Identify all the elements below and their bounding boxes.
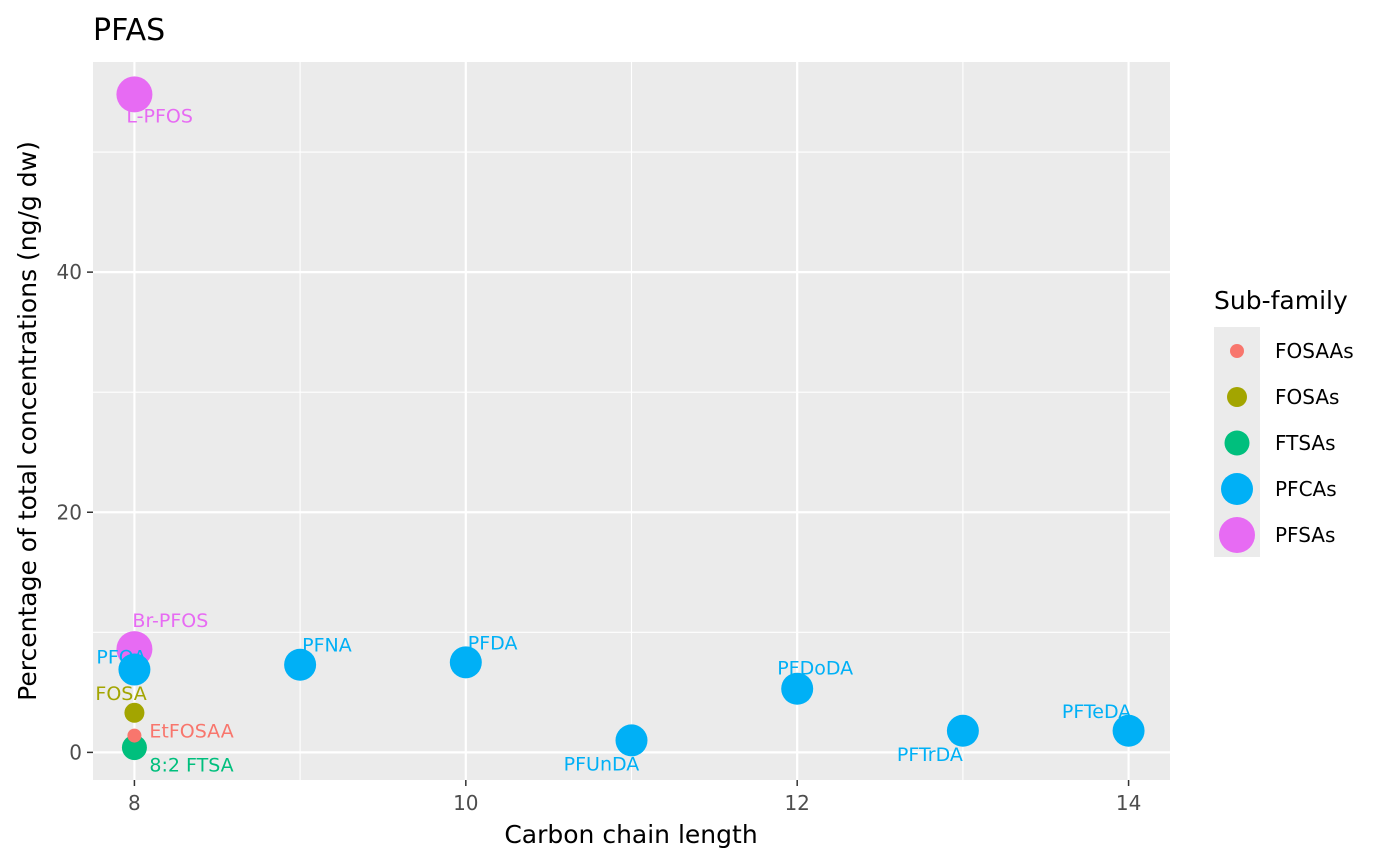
data-point (118, 653, 151, 686)
legend-title: Sub-family (1214, 286, 1348, 315)
data-point-label: FOSA (95, 683, 146, 705)
data-point-label: PFNA (302, 635, 352, 657)
y-tick-label: 40 (57, 260, 82, 284)
legend-label: FOSAAs (1275, 339, 1354, 363)
x-tick-label: 8 (128, 791, 141, 815)
data-point (124, 702, 145, 723)
x-axis-title: Carbon chain length (504, 820, 757, 849)
data-point-label: EtFOSAA (149, 721, 233, 743)
data-point-label: PFDoDA (777, 658, 853, 680)
data-point-label: PFDA (468, 632, 518, 654)
x-tick-label: 12 (784, 791, 809, 815)
y-axis-title: Percentage of total concentrations (ng/g… (13, 141, 42, 701)
data-points (116, 76, 1145, 761)
data-point-label: PFTeDA (1062, 701, 1131, 723)
legend-key (1221, 473, 1253, 505)
data-point (449, 646, 482, 679)
data-point (781, 672, 814, 705)
legend-entries: FOSAAs FOSAs FTSAs PFCAs PFSAs (1219, 339, 1354, 553)
data-point-label: Br-PFOS (132, 610, 208, 632)
data-point (615, 724, 648, 757)
legend-key (1227, 387, 1247, 407)
legend-key (1230, 344, 1244, 358)
x-tick-label: 14 (1116, 791, 1141, 815)
minor-gridlines (93, 62, 1170, 780)
chart-title: PFAS (93, 13, 165, 48)
data-point (284, 648, 317, 681)
data-point (946, 714, 979, 747)
data-point-label: PFUnDA (564, 753, 640, 775)
data-point-label: PFTrDA (897, 744, 963, 766)
data-point (127, 728, 142, 743)
legend-key (1224, 430, 1250, 456)
legend-key (1219, 517, 1255, 553)
data-point-label: 8:2 FTSA (149, 755, 233, 777)
y-tick-label: 20 (57, 500, 82, 524)
data-point-label: PFOA (96, 647, 146, 669)
legend-label: FOSAs (1275, 385, 1339, 409)
data-point (116, 76, 153, 113)
legend-label: FTSAs (1275, 431, 1336, 455)
y-axis-ticks: 0 20 40 (57, 260, 93, 764)
y-tick-label: 0 (69, 740, 82, 764)
data-point (1112, 714, 1145, 747)
legend-label: PFCAs (1275, 477, 1337, 501)
data-point-label: L-PFOS (126, 105, 193, 127)
data-point (121, 735, 147, 761)
x-tick-label: 10 (453, 791, 478, 815)
x-axis-ticks: 8 10 12 14 (128, 780, 1141, 815)
legend-label: PFSAs (1275, 523, 1335, 547)
legend: Sub-family FOSAAs FOSAs FTSAs PFCAs PFSAs (1214, 286, 1354, 557)
